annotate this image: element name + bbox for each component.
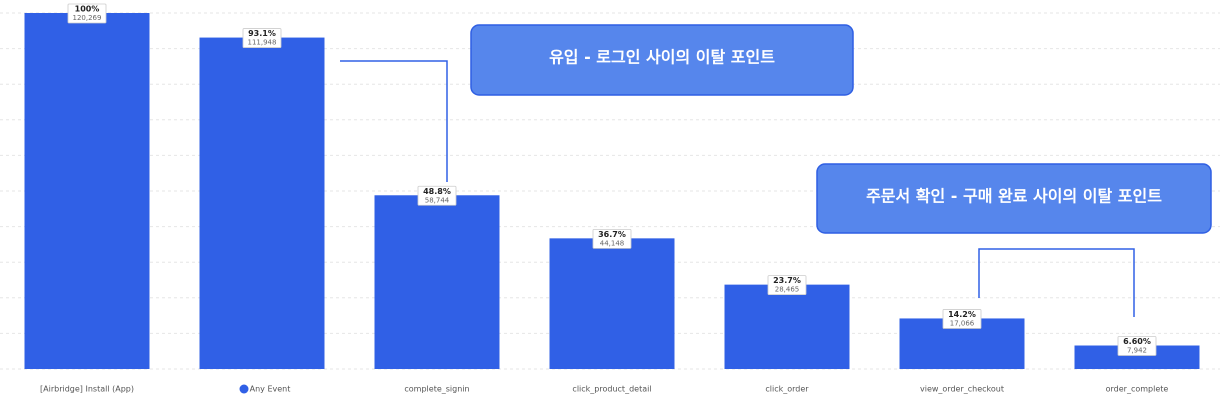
- callout-box: [816, 163, 1212, 234]
- x-tick-label: complete_signin: [404, 385, 469, 394]
- value-label: 14.2%: [948, 310, 976, 319]
- count-label: 28,465: [775, 286, 800, 294]
- bar: [724, 284, 850, 369]
- value-label: 100%: [75, 5, 100, 14]
- count-label: 7,942: [1127, 347, 1147, 355]
- label-box: [592, 228, 632, 249]
- event-icon: [239, 384, 249, 394]
- label-box: [767, 275, 807, 296]
- x-tick-label: click_order: [765, 385, 809, 394]
- bar: [1074, 345, 1200, 369]
- annotation: 유입 - 로그인 사이의 이탈 포인트: [549, 48, 775, 67]
- value-label: 23.7%: [773, 276, 801, 285]
- value-label: 36.7%: [598, 230, 626, 239]
- label-box: [417, 185, 457, 206]
- label-box: [942, 309, 982, 329]
- x-tick-label: [Airbridge] Install (App): [40, 385, 134, 394]
- bar: [199, 37, 325, 370]
- x-tick-label: view_order_checkout: [920, 385, 1004, 394]
- value-label: 6.60%: [1123, 337, 1151, 346]
- connector: [978, 248, 1135, 317]
- annotation: 주문서 확인 - 구매 완료 사이의 이탈 포인트: [866, 187, 1162, 206]
- label-box: [1117, 336, 1157, 356]
- x-tick-label: order_complete: [1106, 385, 1169, 394]
- value-label: 48.8%: [423, 187, 451, 196]
- value-label: 93.1%: [248, 29, 276, 38]
- x-tick-label: click_product_detail: [572, 385, 651, 394]
- connector: [340, 60, 448, 182]
- count-label: 58,744: [425, 196, 450, 204]
- bar: [549, 238, 675, 369]
- label-box: [67, 3, 107, 24]
- callout-box: [470, 24, 854, 96]
- bar: [24, 13, 150, 369]
- bars: [24, 13, 1200, 370]
- count-label: 17,066: [950, 319, 975, 327]
- x-tick-label: Any Event: [250, 385, 291, 394]
- count-label: 44,148: [600, 239, 625, 247]
- count-label: 120,269: [73, 14, 102, 22]
- bar: [374, 195, 500, 369]
- label-box: [242, 28, 282, 48]
- count-label: 111,948: [248, 39, 277, 47]
